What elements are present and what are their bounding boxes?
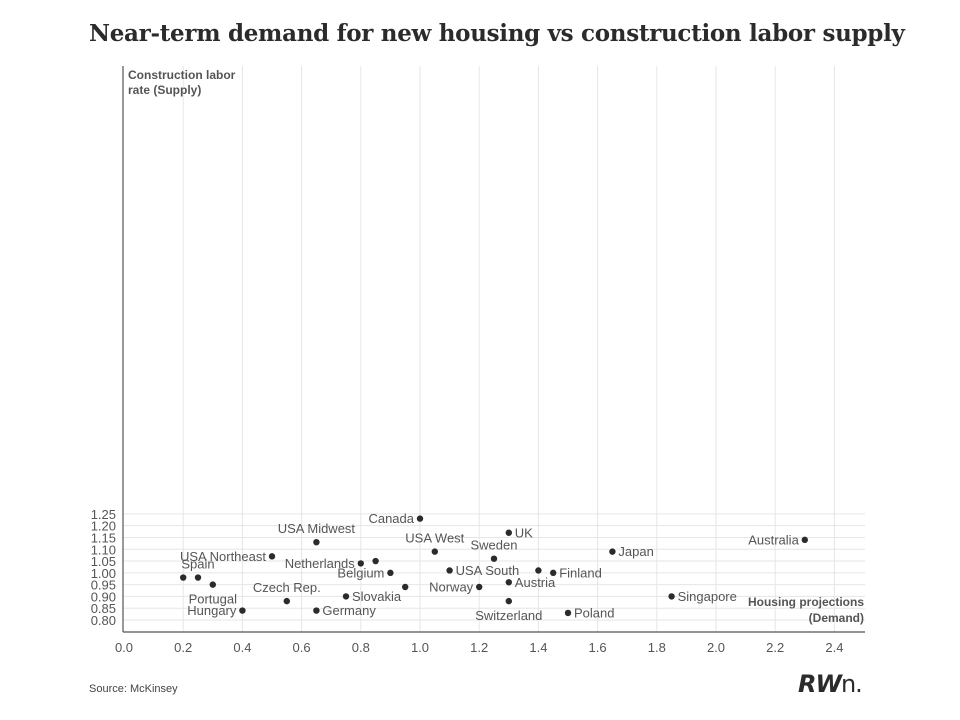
data-point: [668, 593, 675, 600]
data-point: [342, 593, 350, 600]
data-point: [357, 560, 364, 567]
data-point: [372, 557, 379, 565]
y-tick-label: 0.90: [91, 589, 116, 604]
x-tick-label: 2.0: [707, 640, 725, 655]
point-label: USA South: [456, 563, 520, 578]
point-label: UK: [515, 525, 533, 540]
logo-suffix: n.: [840, 670, 863, 698]
point-label: USA Northeast: [180, 549, 266, 564]
point-label: Spain: [181, 557, 214, 572]
point-label: Portugal: [189, 592, 238, 607]
y-tick-label: 1.10: [91, 542, 116, 557]
point-label: Switzerland: [475, 608, 542, 623]
point-label: Belgium: [337, 565, 384, 580]
y-tick-label: 1.00: [91, 566, 116, 581]
data-points: Canada UK Australia USA Midwest USA West Japa…: [180, 511, 808, 623]
point-label: Austria: [515, 575, 556, 590]
x-axis-title: (Demand): [809, 611, 864, 625]
point-label: Germany: [322, 603, 376, 618]
data-point: [313, 607, 320, 614]
y-tick-label: 0.95: [91, 578, 116, 593]
point-label: Netherlands: [285, 556, 356, 571]
y-axis-title: Construction labor: [128, 68, 236, 82]
data-point: [313, 538, 320, 546]
data-point: [180, 574, 187, 581]
data-point: [416, 515, 424, 522]
data-point: [535, 567, 542, 574]
x-tick-label: 1.4: [529, 640, 547, 655]
data-point: [564, 609, 572, 617]
y-tick-label: 1.05: [91, 554, 116, 569]
point-label: Slovakia: [352, 589, 402, 604]
x-tick-label: 0.0: [115, 640, 133, 655]
point-label: Poland: [574, 605, 614, 620]
x-tick-label: 2.2: [766, 640, 784, 655]
data-point: [476, 583, 483, 591]
point-label: Japan: [618, 544, 653, 559]
data-point: [505, 579, 512, 586]
data-point: [431, 548, 438, 555]
data-point: [490, 555, 498, 562]
x-tick-label: 0.4: [233, 640, 251, 655]
data-point: [801, 536, 808, 544]
point-label: Norway: [429, 579, 474, 594]
data-point: [209, 581, 216, 588]
point-label: USA Midwest: [278, 521, 356, 536]
y-tick-label: 0.80: [91, 613, 116, 628]
y-tick-label: 0.85: [91, 601, 116, 616]
grid-lines: [123, 66, 865, 632]
point-label: Hungary: [187, 603, 237, 618]
y-tick-label: 1.25: [91, 507, 116, 522]
point-label: Singapore: [678, 589, 737, 604]
x-tick-label: 0.8: [352, 640, 370, 655]
data-point: [505, 597, 512, 605]
data-point: [283, 597, 290, 605]
point-label: Sweden: [471, 538, 518, 553]
source-note: Source: McKinsey: [89, 683, 178, 695]
data-point: [239, 607, 246, 614]
logo-main: RW: [798, 670, 842, 698]
x-tick-label: 1.0: [411, 640, 429, 655]
data-point: [550, 569, 557, 577]
chart-title: Near-term demand for new housing vs cons…: [89, 20, 905, 47]
x-tick-label: 1.8: [648, 640, 666, 655]
x-tick-label: 1.2: [470, 640, 488, 655]
data-point: [446, 567, 453, 574]
x-tick-label: 1.6: [589, 640, 607, 655]
data-point: [402, 583, 409, 591]
data-point: [609, 548, 616, 555]
point-label: Canada: [368, 511, 414, 526]
point-label: Czech Rep.: [253, 580, 321, 595]
x-tick-label: 0.6: [293, 640, 311, 655]
axes: [122, 66, 865, 633]
x-tick-label: 0.2: [174, 640, 192, 655]
point-label: USA West: [405, 531, 464, 546]
x-axis-title: Housing projections: [748, 595, 864, 609]
y-tick-label: 1.20: [91, 519, 116, 534]
data-point: [194, 574, 202, 581]
data-point: [505, 529, 512, 536]
point-label: Finland: [559, 565, 602, 580]
point-label: Australia: [748, 532, 799, 547]
data-point: [268, 553, 276, 560]
data-point: [387, 569, 394, 577]
x-tick-label: 2.4: [825, 640, 843, 655]
brand-logo: RWn.: [798, 670, 863, 698]
tick-labels: 0.0 0.2 0.4 0.6 0.8 1.0 1.2 1.4 1.6 1.8 2.0 2.2 2.4 0…: [91, 507, 844, 655]
y-axis-title: rate (Supply): [128, 83, 201, 97]
y-tick-label: 1.15: [91, 530, 116, 545]
